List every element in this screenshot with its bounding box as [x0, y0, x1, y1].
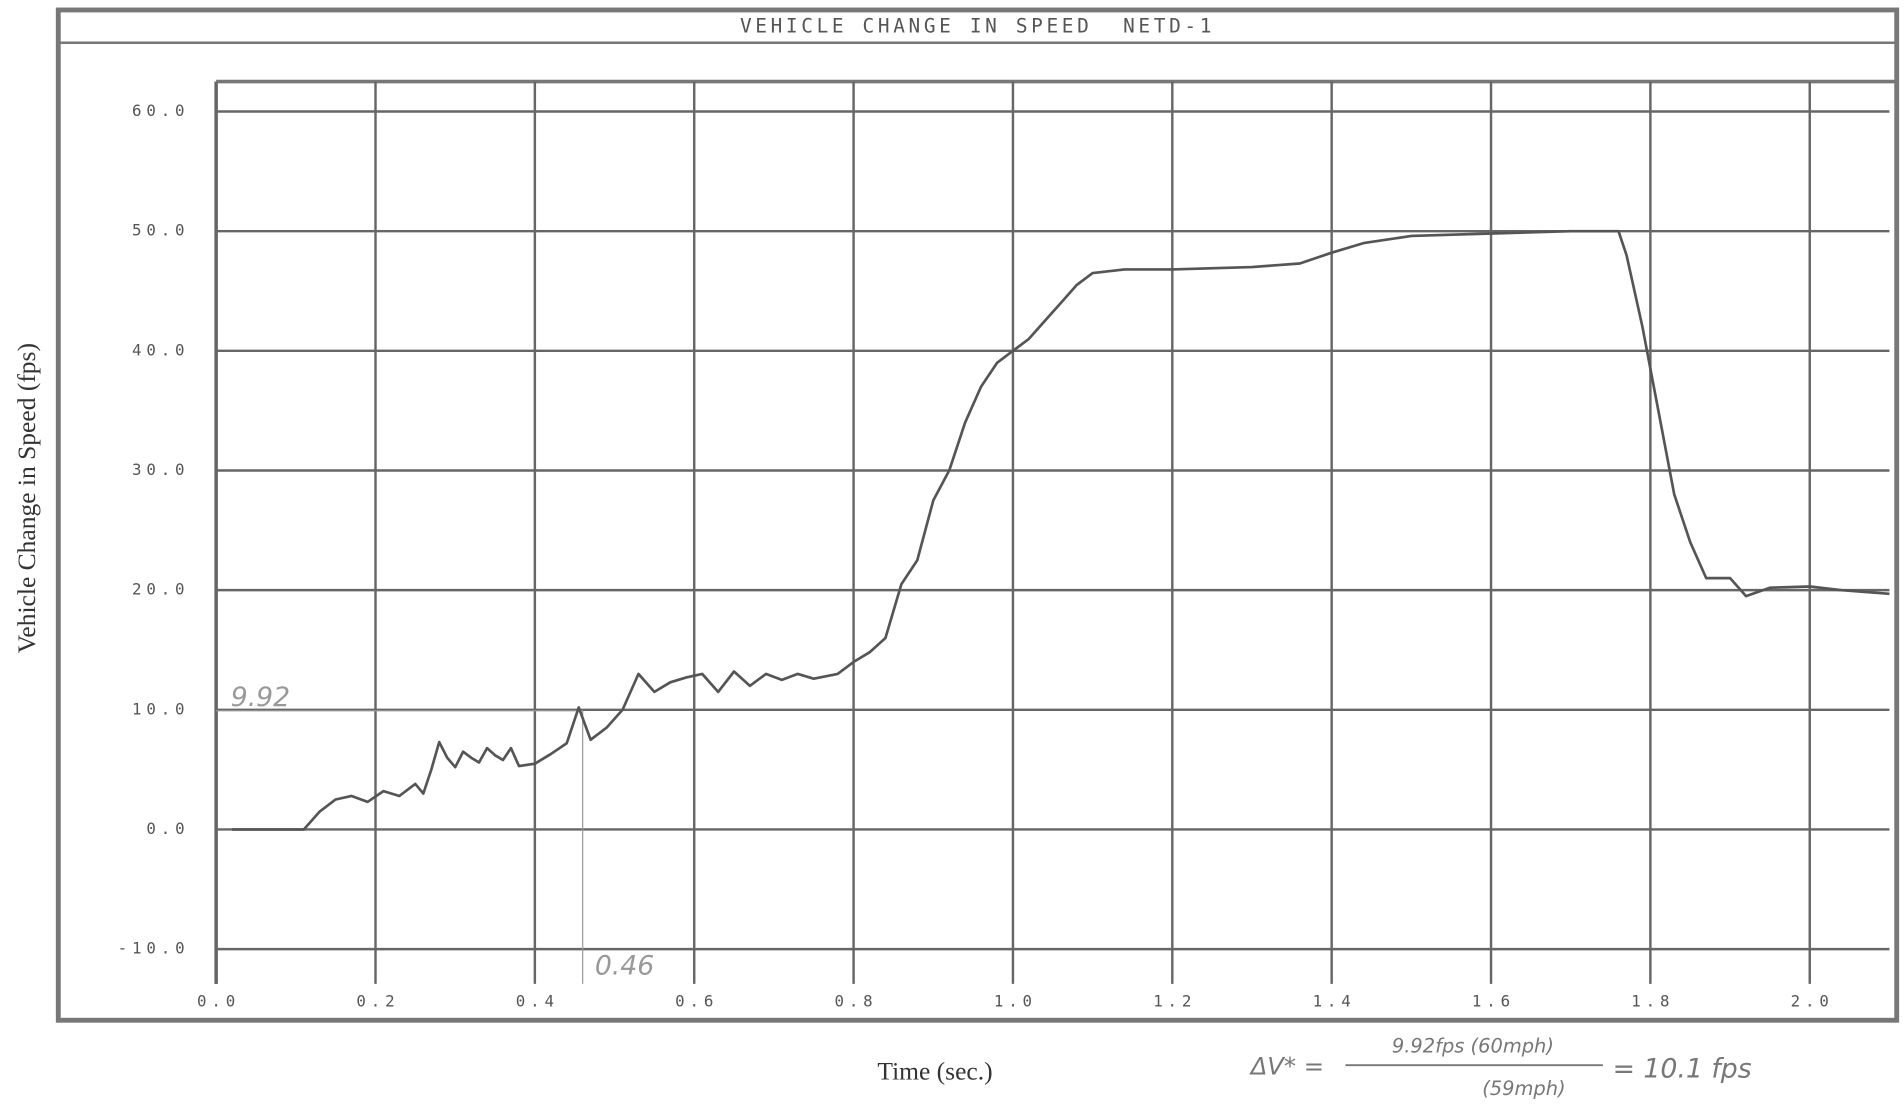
y-tick-label: 60.0	[132, 101, 189, 120]
y-tick-label: 40.0	[132, 340, 189, 359]
y-tick-label: 50.0	[132, 221, 189, 240]
x-tick-label: 1.4	[1313, 992, 1356, 1011]
x-tick-label: 0.0	[197, 992, 240, 1011]
x-tick-label: 1.8	[1631, 992, 1674, 1011]
y-tick-label: 10.0	[132, 699, 189, 718]
y-axis-label: Vehicle Change in Speed (fps)	[12, 343, 41, 653]
formula-numerator: 9.92fps (60mph)	[1392, 1034, 1554, 1057]
x-tick-label: 0.4	[516, 992, 559, 1011]
formula-result: = 10.1 fps	[1613, 1054, 1752, 1085]
x-tick-label: 2.0	[1791, 992, 1834, 1011]
y-tick-label: 0.0	[146, 819, 189, 838]
reference-y-label: 9.92	[231, 682, 290, 713]
formula-denominator: (59mph)	[1482, 1077, 1565, 1100]
x-axis-label: Time (sec.)	[877, 1057, 992, 1086]
x-tick-label: 1.6	[1472, 992, 1515, 1011]
x-tick-label: 0.2	[356, 992, 399, 1011]
y-tick-label: 20.0	[132, 580, 189, 599]
x-tick-label: 1.0	[994, 992, 1037, 1011]
y-tick-label: 30.0	[132, 460, 189, 479]
frame	[55, 7, 1900, 1023]
x-tick-label: 0.8	[834, 992, 877, 1011]
chart-title: VEHICLE CHANGE IN SPEED NETD-1	[740, 14, 1215, 37]
y-tick-label: -10.0	[118, 939, 190, 958]
x-tick-label: 1.2	[1153, 992, 1196, 1011]
reference-x-label: 0.46	[595, 950, 654, 981]
formula-lhs: ΔV* =	[1249, 1052, 1324, 1081]
x-tick-label: 0.6	[675, 992, 718, 1011]
data-line	[232, 229, 1890, 831]
